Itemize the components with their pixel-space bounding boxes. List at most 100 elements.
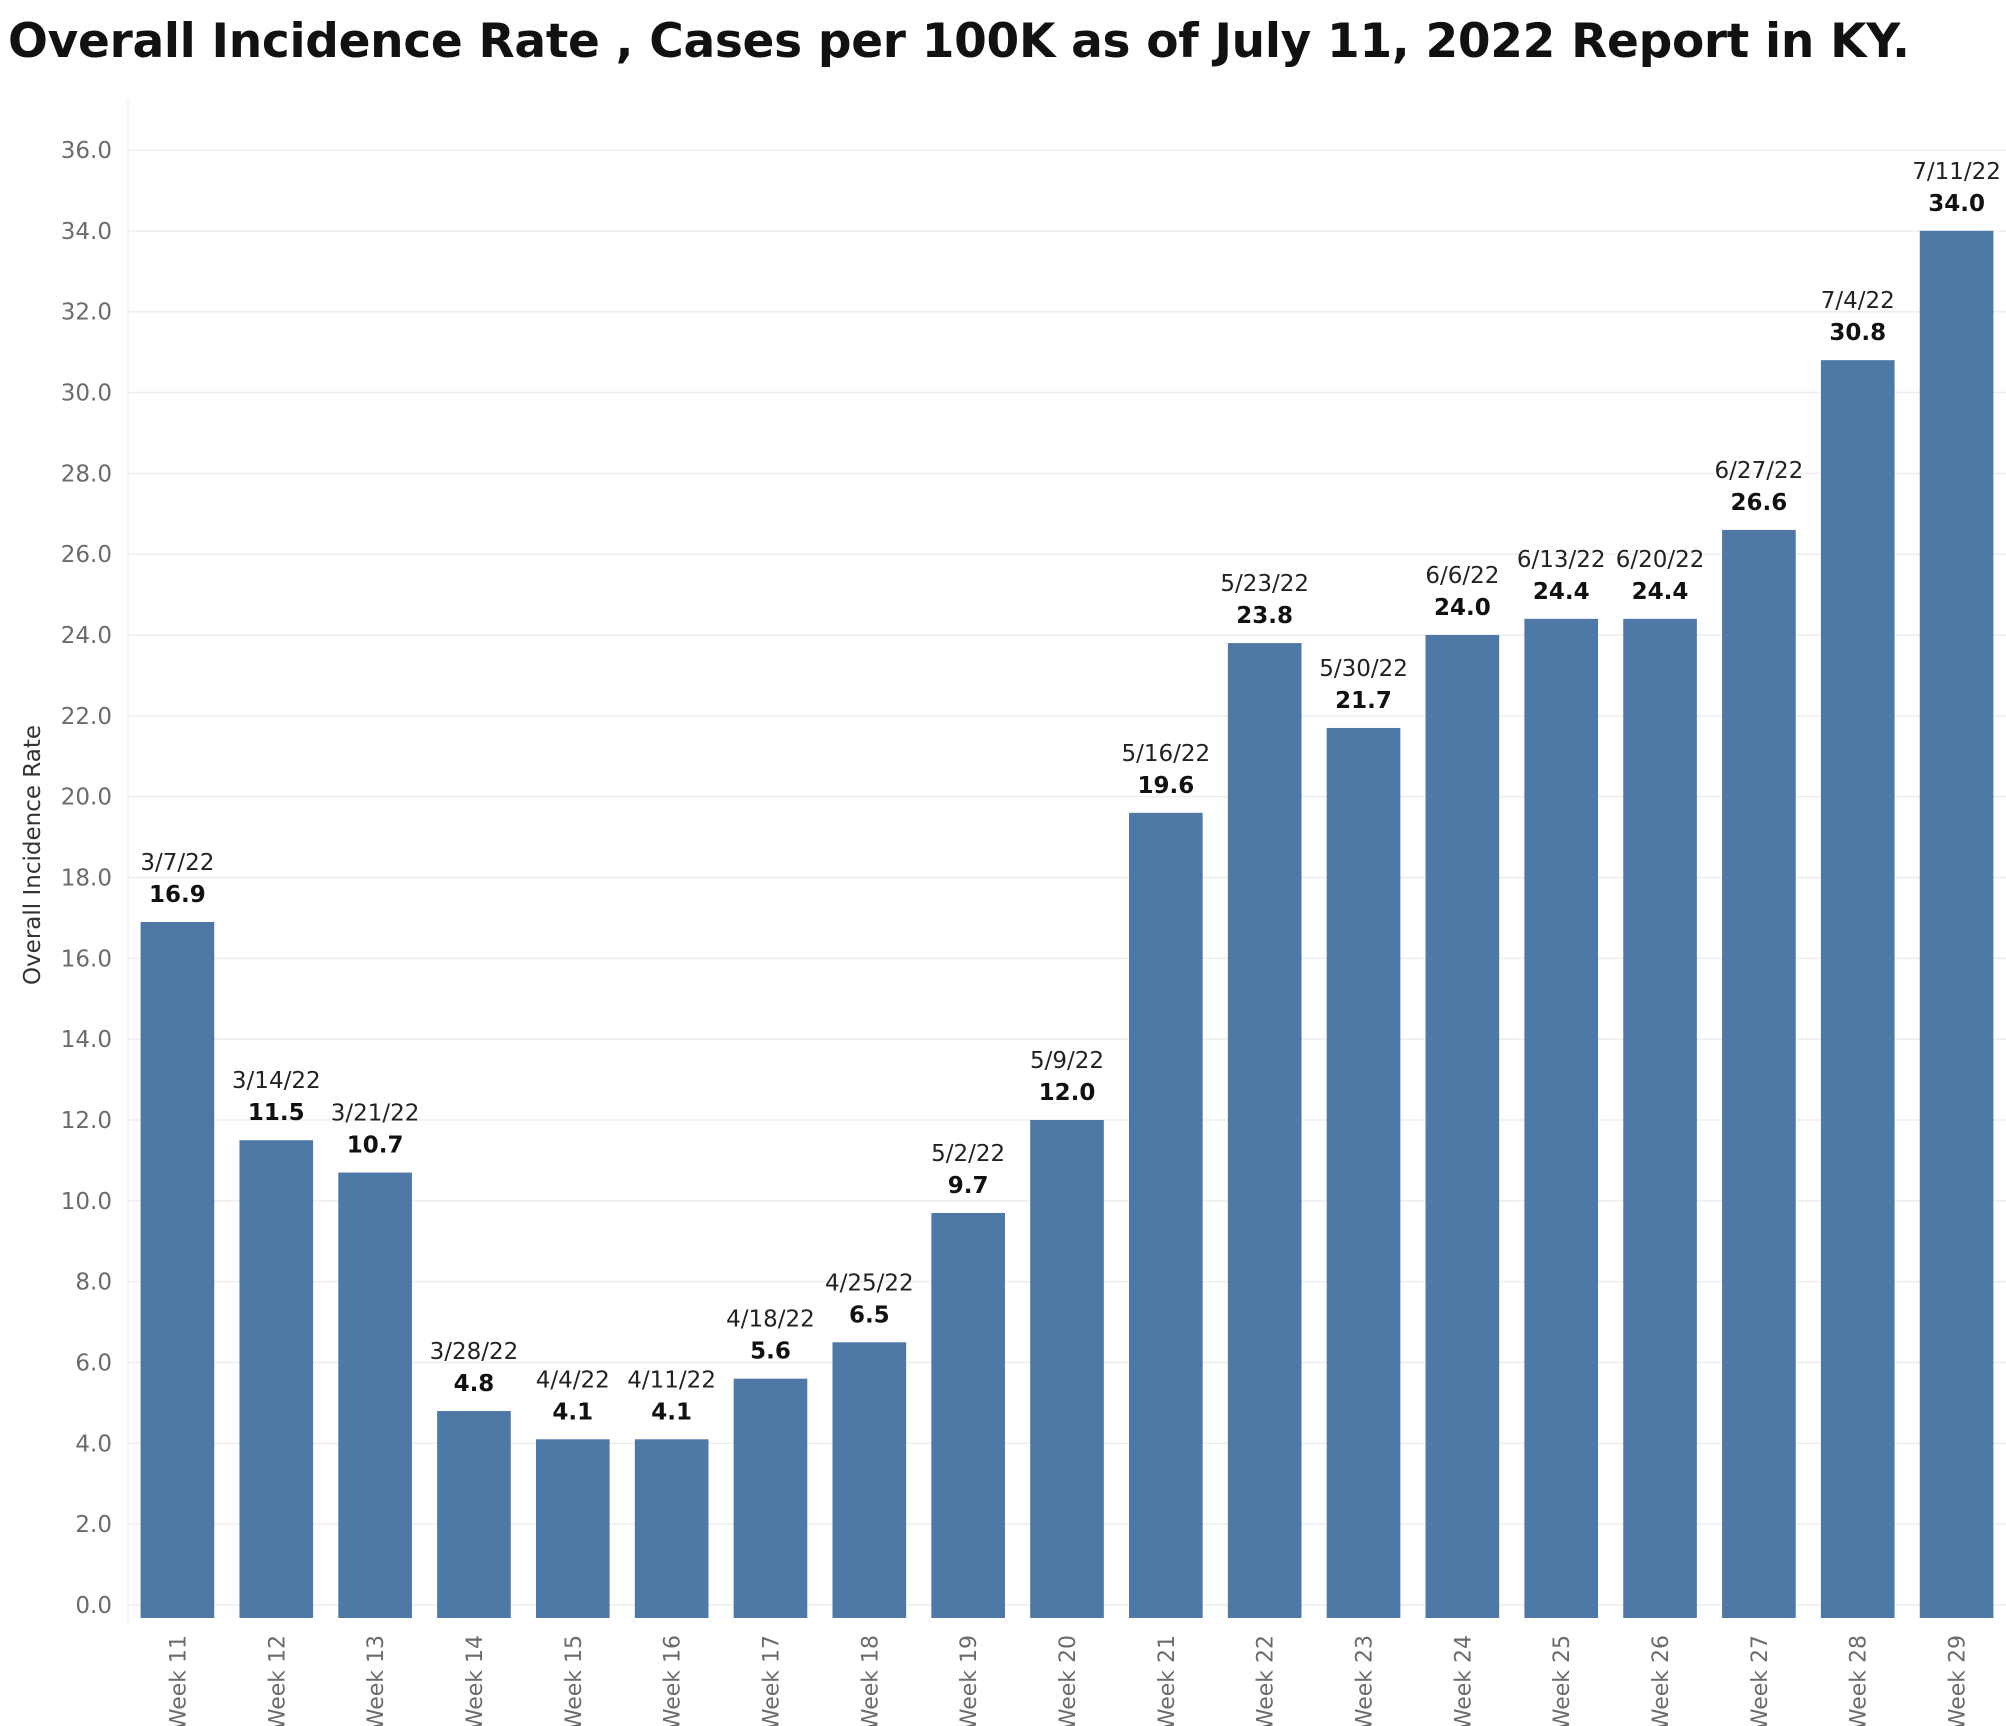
value-label: 12.0 — [1039, 1080, 1096, 1106]
date-label: 4/25/22 — [825, 1270, 914, 1296]
bar — [931, 1212, 1005, 1618]
date-label: 5/23/22 — [1220, 571, 1309, 597]
date-label: 4/11/22 — [627, 1367, 716, 1393]
value-label: 30.8 — [1829, 320, 1886, 346]
x-tick-label: Week 25 — [1550, 1635, 1575, 1726]
value-label: 24.4 — [1632, 579, 1689, 605]
bar — [1227, 643, 1302, 1618]
y-tick-label: 2.0 — [75, 1512, 112, 1538]
bar — [1722, 529, 1796, 1618]
value-label: 24.0 — [1434, 595, 1491, 621]
bar — [437, 1411, 511, 1618]
x-tick-label: Week 17 — [759, 1635, 784, 1726]
y-tick-label: 28.0 — [61, 461, 112, 487]
value-label: 9.7 — [948, 1173, 989, 1199]
date-label: 3/7/22 — [140, 850, 214, 876]
x-tick-label: Week 24 — [1451, 1635, 1476, 1726]
value-label: 11.5 — [248, 1100, 305, 1126]
date-label: 4/18/22 — [726, 1307, 815, 1333]
x-tick-label: Week 26 — [1649, 1635, 1674, 1726]
x-tick-label: Week 18 — [858, 1635, 883, 1726]
date-label: 5/2/22 — [931, 1141, 1005, 1167]
value-label: 34.0 — [1928, 191, 1985, 217]
date-label: 6/27/22 — [1715, 458, 1804, 484]
date-label: 3/28/22 — [430, 1339, 519, 1365]
bar — [733, 1378, 808, 1618]
bar — [1129, 812, 1203, 1618]
bar — [1425, 635, 1500, 1618]
bar — [1030, 1120, 1104, 1618]
value-label: 5.6 — [750, 1339, 791, 1365]
value-label: 19.6 — [1137, 773, 1194, 799]
bar — [634, 1439, 709, 1618]
date-label: 6/6/22 — [1425, 563, 1499, 589]
y-tick-label: 10.0 — [61, 1189, 112, 1215]
x-tick-label: Week 19 — [957, 1635, 982, 1726]
x-tick-label: Week 22 — [1254, 1635, 1279, 1726]
bar — [832, 1342, 907, 1618]
bar — [338, 1172, 412, 1618]
bar — [1524, 618, 1599, 1618]
date-label: 6/20/22 — [1616, 547, 1705, 573]
y-tick-label: 16.0 — [61, 946, 112, 972]
date-label: 3/14/22 — [232, 1068, 321, 1094]
x-tick-label: Week 15 — [562, 1635, 587, 1726]
value-label: 4.8 — [454, 1371, 495, 1397]
value-label: 6.5 — [849, 1302, 890, 1328]
y-tick-label: 18.0 — [61, 866, 112, 892]
bar — [140, 921, 215, 1618]
bar — [1326, 727, 1401, 1618]
value-label: 10.7 — [347, 1133, 404, 1159]
value-label: 4.1 — [651, 1399, 692, 1425]
x-tick-label: Week 14 — [463, 1635, 488, 1726]
y-tick-label: 8.0 — [75, 1270, 112, 1296]
date-label: 3/21/22 — [331, 1101, 420, 1127]
y-tick-label: 36.0 — [61, 138, 112, 164]
x-tick-label: Week 23 — [1353, 1635, 1378, 1726]
y-tick-label: 20.0 — [61, 785, 112, 811]
x-tick-label: Week 20 — [1056, 1635, 1081, 1726]
date-label: 5/30/22 — [1319, 656, 1408, 682]
y-tick-label: 32.0 — [61, 300, 112, 326]
date-label: 5/9/22 — [1030, 1048, 1104, 1074]
y-tick-label: 0.0 — [75, 1593, 112, 1619]
x-axis: Week 11 Week 12 Week 13 Week 14 Week 15 Week … — [166, 1635, 1970, 1726]
chart-title: Overall Incidence Rate , Cases per 100K … — [8, 14, 1910, 69]
y-axis: 0.0 2.0 4.0 6.0 8.0 10.0 12.0 14.0 16.0 18.0 20.0 2… — [61, 138, 112, 1619]
x-tick-label: Week 12 — [265, 1635, 290, 1726]
y-axis-title: Overall Incidence Rate — [20, 725, 46, 985]
bar — [239, 1140, 314, 1618]
x-tick-label: Week 29 — [1946, 1635, 1971, 1726]
date-label: 7/11/22 — [1912, 159, 2001, 185]
y-tick-label: 14.0 — [61, 1027, 112, 1053]
date-label: 6/13/22 — [1517, 547, 1606, 573]
date-label: 7/4/22 — [1821, 288, 1895, 314]
date-label: 5/16/22 — [1122, 741, 1211, 767]
x-tick-label: Week 21 — [1155, 1635, 1180, 1726]
value-label: 16.9 — [149, 882, 206, 908]
value-label: 24.4 — [1533, 579, 1590, 605]
bar — [1820, 360, 1895, 1619]
x-tick-label: Week 28 — [1847, 1635, 1872, 1726]
bar — [1919, 230, 1994, 1618]
y-tick-label: 26.0 — [61, 542, 112, 568]
date-label: 4/4/22 — [536, 1367, 610, 1393]
value-label: 21.7 — [1335, 688, 1392, 714]
bar — [1623, 618, 1697, 1618]
y-tick-label: 12.0 — [61, 1108, 112, 1134]
x-tick-label: Week 13 — [364, 1635, 389, 1726]
data-labels: 16.9 3/7/22 11.5 3/14/22 10.7 3/21/22 4.8 3/28/… — [140, 159, 2001, 1425]
x-tick-label: Week 27 — [1748, 1635, 1773, 1726]
bars — [140, 230, 1994, 1619]
y-tick-label: 34.0 — [61, 219, 112, 245]
y-tick-label: 6.0 — [75, 1351, 112, 1377]
x-tick-label: Week 16 — [661, 1635, 686, 1726]
bar — [535, 1439, 610, 1618]
y-tick-label: 4.0 — [75, 1431, 112, 1457]
y-tick-label: 24.0 — [61, 623, 112, 649]
x-tick-label: Week 11 — [166, 1635, 191, 1726]
y-tick-label: 30.0 — [61, 381, 112, 407]
y-tick-label: 22.0 — [61, 704, 112, 730]
value-label: 26.6 — [1731, 490, 1788, 516]
